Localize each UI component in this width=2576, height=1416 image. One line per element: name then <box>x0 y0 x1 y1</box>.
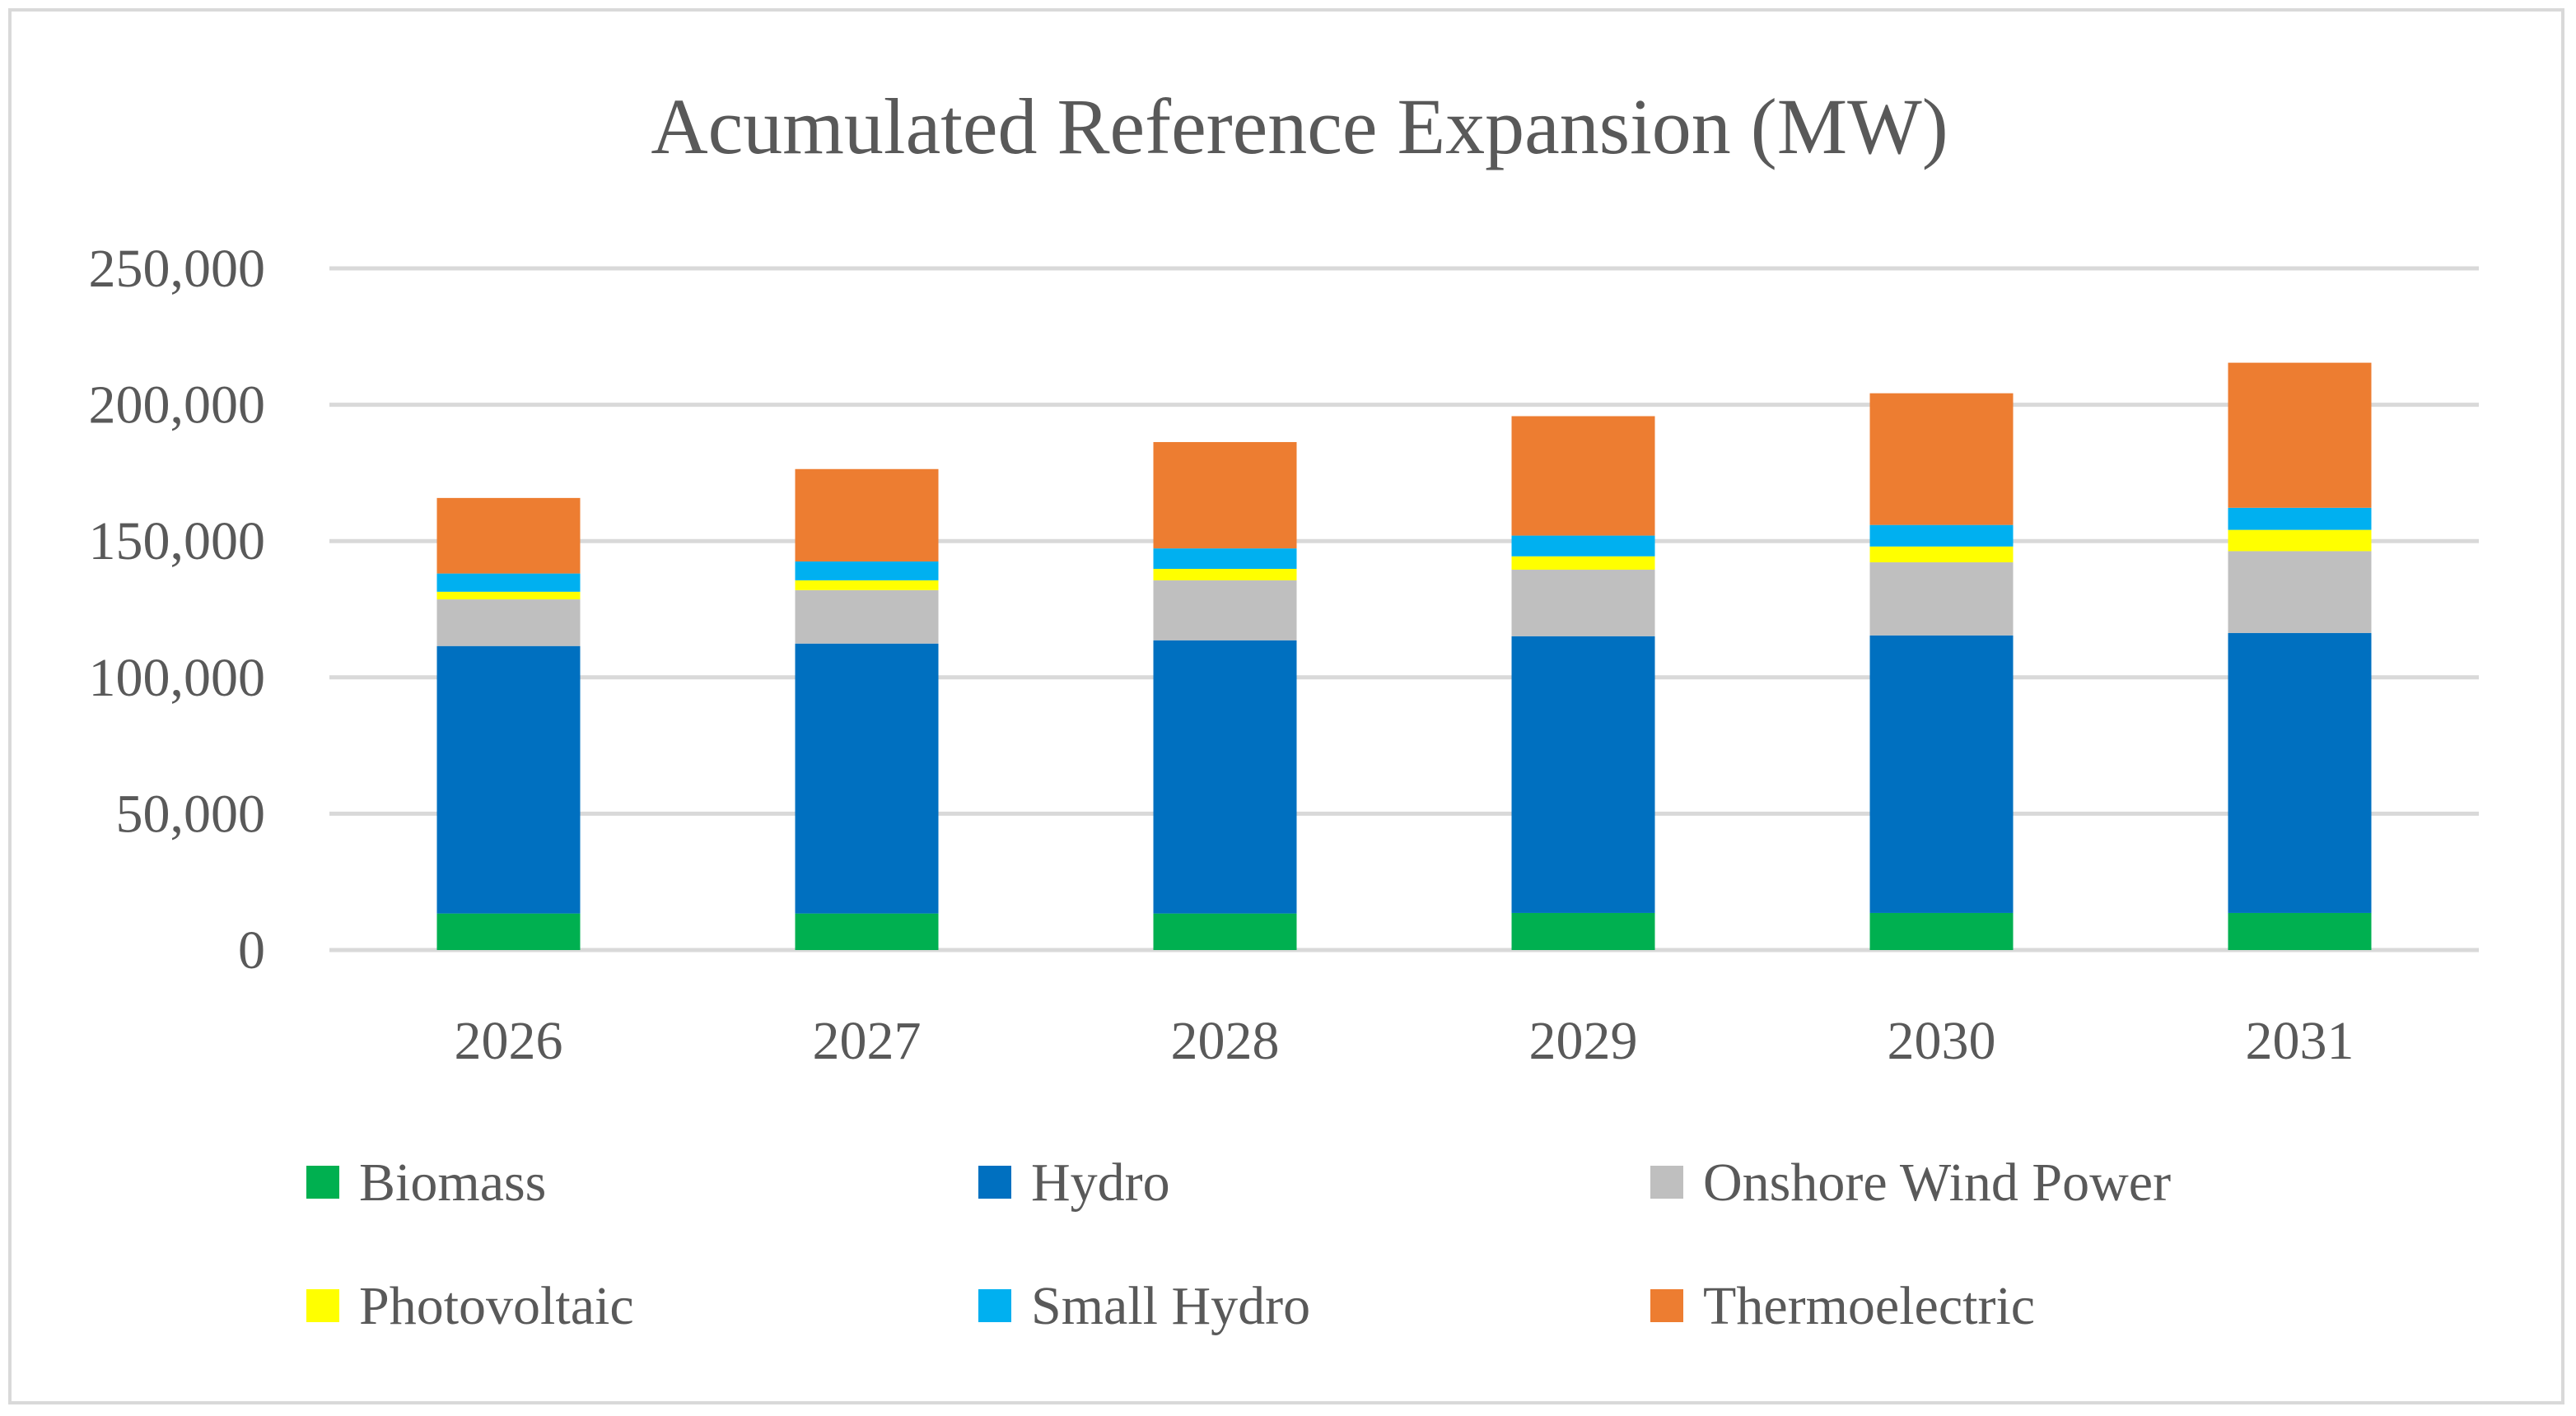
y-tick-label: 0 <box>238 920 265 980</box>
bar-segment-hydro <box>1869 635 2014 913</box>
bar-segment-hydro <box>1511 636 1655 913</box>
bars <box>436 362 2372 950</box>
bar-segment-photovoltaic <box>1511 556 1655 570</box>
legend-item: Onshore Wind Power <box>1650 1153 2171 1213</box>
chart-title: Acumulated Reference Expansion (MW) <box>651 82 1948 170</box>
legend-item: Small Hydro <box>978 1276 1310 1336</box>
bar-segment-photovoltaic <box>1153 568 1297 580</box>
legend-swatch <box>306 1166 339 1199</box>
bar-segment-small-hydro <box>1153 548 1297 569</box>
gridlines <box>329 266 2479 953</box>
legend-label: Thermoelectric <box>1703 1276 2035 1336</box>
bar-segment-photovoltaic <box>436 591 581 600</box>
legend-swatch <box>978 1166 1011 1199</box>
legend-label: Biomass <box>359 1153 546 1213</box>
bar-segment-small-hydro <box>436 573 581 592</box>
legend-label: Onshore Wind Power <box>1703 1153 2171 1213</box>
x-tick-label: 2026 <box>455 1011 563 1071</box>
bar-segment-thermoelectric <box>436 497 581 574</box>
y-axis-ticks: 0 50,000 100,000 150,000 200,000 250,000 <box>89 239 266 980</box>
bar-segment-biomass <box>1511 912 1655 950</box>
bar-segment-thermoelectric <box>1153 441 1297 549</box>
bar-segment-thermoelectric <box>2228 362 2372 508</box>
bar-segment-onshore-wind-power <box>436 599 581 646</box>
y-tick-label: 50,000 <box>116 784 266 844</box>
y-tick-label: 250,000 <box>89 239 266 299</box>
bar-segment-small-hydro <box>795 561 939 580</box>
legend: Biomass Hydro Onshore Wind Power Photovolta… <box>306 1153 2171 1336</box>
y-tick-label: 100,000 <box>89 648 266 708</box>
legend-swatch <box>978 1289 1011 1322</box>
bar-segment-onshore-wind-power <box>1869 562 2014 636</box>
bar-segment-thermoelectric <box>1869 393 2014 525</box>
legend-item: Biomass <box>306 1153 546 1213</box>
bar-segment-hydro <box>436 645 581 914</box>
legend-item: Photovoltaic <box>306 1276 634 1336</box>
bar-segment-onshore-wind-power <box>1511 569 1655 636</box>
bar-segment-hydro <box>1153 640 1297 914</box>
bar-segment-small-hydro <box>1511 535 1655 557</box>
legend-label: Small Hydro <box>1031 1276 1310 1336</box>
x-tick-label: 2029 <box>1529 1011 1638 1071</box>
bar-segment-biomass <box>436 913 581 950</box>
bar-segment-biomass <box>1869 912 2014 950</box>
x-axis-ticks: 2026 2027 2028 2029 2030 2031 <box>455 1011 2354 1071</box>
x-tick-label: 2027 <box>813 1011 922 1071</box>
bar-segment-biomass <box>1153 913 1297 950</box>
y-tick-label: 200,000 <box>89 375 266 436</box>
bar-segment-photovoltaic <box>795 580 939 590</box>
legend-item: Hydro <box>978 1153 1170 1213</box>
x-tick-label: 2030 <box>1888 1011 1996 1071</box>
legend-label: Photovoltaic <box>359 1276 634 1336</box>
bar-segment-onshore-wind-power <box>795 589 939 644</box>
legend-label: Hydro <box>1031 1153 1170 1213</box>
bar-segment-photovoltaic <box>2228 529 2372 552</box>
bar-segment-photovoltaic <box>1869 546 2014 563</box>
y-tick-label: 150,000 <box>89 511 266 571</box>
bar-segment-small-hydro <box>2228 507 2372 530</box>
x-tick-label: 2031 <box>2246 1011 2354 1071</box>
bar-segment-thermoelectric <box>1511 416 1655 536</box>
bar-segment-small-hydro <box>1869 524 2014 547</box>
bar-segment-biomass <box>2228 912 2372 950</box>
legend-swatch <box>306 1289 339 1322</box>
legend-swatch <box>1650 1166 1683 1199</box>
bar-segment-onshore-wind-power <box>1153 580 1297 640</box>
bar-segment-biomass <box>795 913 939 950</box>
x-tick-label: 2028 <box>1171 1011 1280 1071</box>
bar-segment-hydro <box>795 643 939 914</box>
legend-swatch <box>1650 1289 1683 1322</box>
bar-segment-hydro <box>2228 632 2372 913</box>
bar-segment-thermoelectric <box>795 468 939 562</box>
legend-item: Thermoelectric <box>1650 1276 2035 1336</box>
bar-segment-onshore-wind-power <box>2228 551 2372 633</box>
